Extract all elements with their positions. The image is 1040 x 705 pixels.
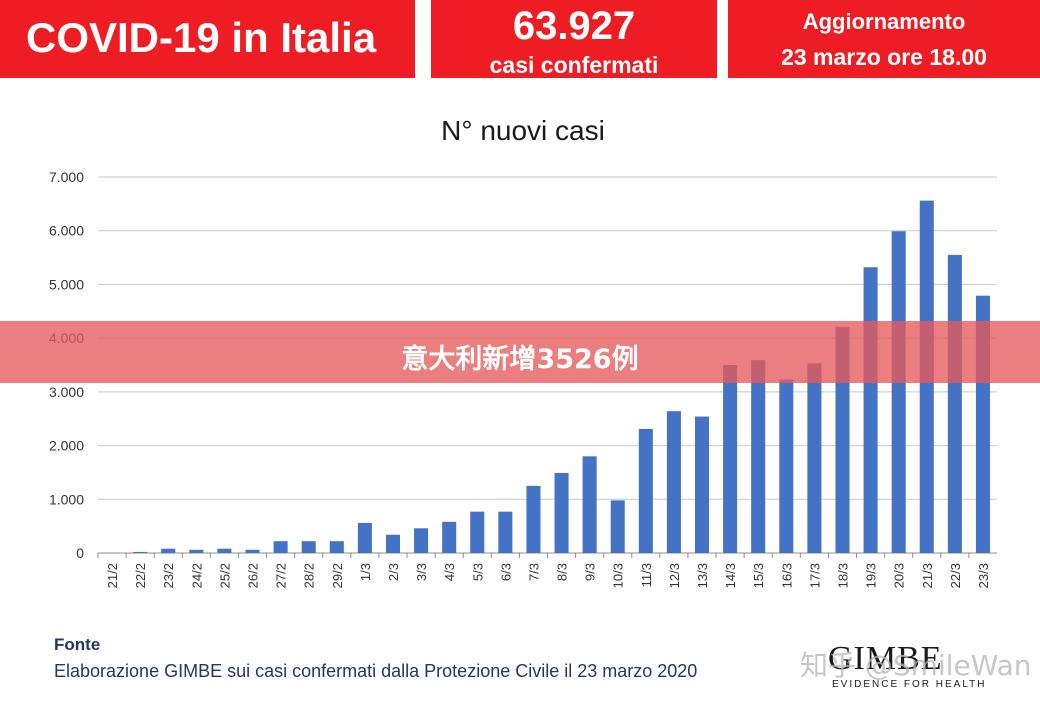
bar <box>835 326 850 553</box>
update-panel: Aggiornamento 23 marzo ore 18.00 <box>728 0 1040 78</box>
x-tick-label: 29/2 <box>330 563 345 588</box>
y-tick-label: 2.000 <box>49 438 84 454</box>
x-tick-label: 19/3 <box>864 563 879 588</box>
bar <box>638 428 653 553</box>
x-tick-label: 23/3 <box>976 563 991 588</box>
source-text: Elaborazione GIMBE sui casi confermati d… <box>54 661 698 681</box>
bar <box>498 511 513 553</box>
x-tick-label: 6/3 <box>498 563 513 581</box>
bar <box>414 528 429 553</box>
x-tick-label: 26/2 <box>246 563 261 588</box>
bar <box>723 365 738 553</box>
watermark: 知乎 @SmileWan <box>800 649 1032 682</box>
x-tick-label: 8/3 <box>555 563 570 581</box>
y-tick-label: 7.000 <box>49 169 84 185</box>
bar <box>610 500 625 553</box>
title-panel: COVID-19 in Italia <box>0 0 415 78</box>
x-tick-label: 12/3 <box>667 563 682 588</box>
bar <box>385 534 401 553</box>
x-tick-label: 1/3 <box>358 563 373 581</box>
x-tick-label: 17/3 <box>807 563 822 588</box>
bar <box>217 548 232 553</box>
x-tick-label: 4/3 <box>442 563 457 581</box>
bar <box>947 254 962 553</box>
x-tick-label: 25/2 <box>217 563 232 588</box>
bar <box>694 416 710 553</box>
y-tick-label: 1.000 <box>49 491 84 507</box>
main-title: COVID-19 in Italia <box>26 14 377 61</box>
y-tick-label: 6.000 <box>49 223 84 239</box>
x-tick-label: 13/3 <box>695 563 710 588</box>
bar <box>863 267 878 553</box>
bar <box>666 411 681 553</box>
y-tick-label: 0 <box>76 545 84 561</box>
y-tick-label: 3.000 <box>49 384 84 400</box>
x-tick-label: 7/3 <box>526 563 541 581</box>
bar <box>807 363 822 553</box>
x-tick-label: 27/2 <box>274 563 289 588</box>
bar <box>357 522 372 553</box>
case-count-panel: 63.927 casi confermati <box>431 0 717 78</box>
bar <box>470 511 485 553</box>
x-tick-label: 11/3 <box>639 563 654 587</box>
bar <box>582 456 597 553</box>
bar <box>554 472 569 553</box>
bar <box>779 379 794 553</box>
bar <box>891 231 906 553</box>
x-tick-label: 22/3 <box>948 563 963 588</box>
x-tick-label: 3/3 <box>414 563 429 581</box>
source-title: Fonte <box>54 635 101 654</box>
x-axis-ticks: 21/2 22/2 23/2 24/2 25/2 26/2 27/2 28/2 29/2 1/3 2… <box>97 553 991 588</box>
x-tick-label: 15/3 <box>751 563 766 588</box>
x-tick-label: 2/3 <box>386 563 401 581</box>
bar <box>526 485 541 553</box>
x-tick-label: 21/3 <box>920 563 935 588</box>
chart-title: N° nuovi casi <box>441 115 605 146</box>
x-tick-label: 24/2 <box>189 563 204 588</box>
headline-banner: 意大利新增3526例 <box>0 321 1040 383</box>
x-tick-label: 18/3 <box>835 563 850 588</box>
bar <box>273 541 288 553</box>
update-title: Aggiornamento <box>802 9 966 34</box>
x-tick-label: 16/3 <box>779 563 794 588</box>
bar <box>161 548 176 553</box>
x-tick-label: 20/3 <box>892 563 907 588</box>
update-date: 23 marzo ore 18.00 <box>781 44 987 70</box>
x-tick-label: 10/3 <box>611 563 626 588</box>
bar <box>329 541 344 553</box>
logo-name: GIMBE <box>828 640 943 677</box>
bar <box>245 549 260 553</box>
bar <box>301 541 316 553</box>
x-tick-label: 9/3 <box>583 563 598 581</box>
x-tick-label: 23/2 <box>161 563 176 588</box>
case-count-label: casi confermati <box>489 52 659 78</box>
x-tick-label: 21/2 <box>105 563 120 588</box>
gimbe-logo: GIMBE EVIDENCE FOR HEALTH <box>828 640 985 698</box>
case-count-value: 63.927 <box>512 4 636 48</box>
bar <box>189 549 204 553</box>
y-tick-label: 5.000 <box>49 276 84 292</box>
x-tick-label: 28/2 <box>302 563 317 588</box>
bar <box>751 360 766 553</box>
x-tick-label: 5/3 <box>470 563 485 581</box>
logo-tagline: EVIDENCE FOR HEALTH <box>832 679 987 690</box>
headline-text: 意大利新增3526例 <box>401 344 639 375</box>
bar <box>442 521 457 553</box>
bar <box>133 551 148 553</box>
x-tick-label: 14/3 <box>723 563 738 588</box>
new-cases-chart: N° nuovi casi 01.0002.0003.0004.0005.000… <box>49 115 997 588</box>
x-tick-label: 22/2 <box>133 563 148 588</box>
